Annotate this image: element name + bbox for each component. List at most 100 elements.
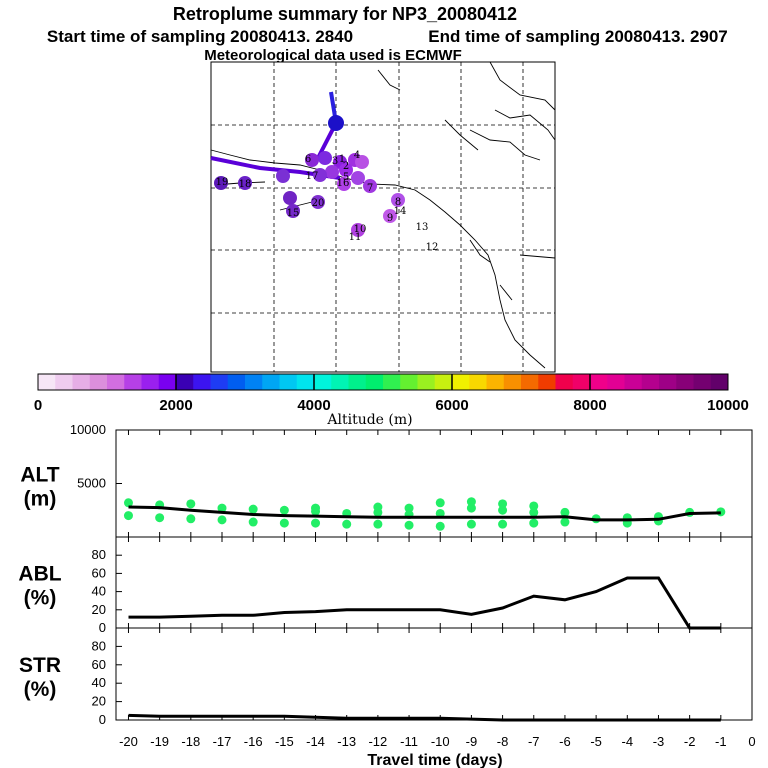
colorbar-cell (331, 374, 349, 390)
panel-label: ALT (20, 464, 59, 487)
y-tick-label: 80 (92, 547, 106, 562)
x-tick-label: -2 (684, 734, 696, 749)
y-tick-label: 10000 (70, 422, 106, 437)
x-tick-label: -13 (337, 734, 356, 749)
altitude-point (123, 511, 133, 521)
colorbar-cell (572, 374, 591, 390)
panel-unit: (%) (24, 587, 57, 610)
altitude-point (498, 505, 508, 515)
trajectory-day-label: 19 (216, 177, 229, 188)
colorbar-cell (245, 374, 263, 390)
colorbar-cell (469, 374, 487, 390)
altitude-point (466, 503, 476, 513)
x-tick-label: -18 (181, 734, 200, 749)
altitude-colorbar: 0 2000 4000 6000 8000 10000 Altitude (m) (34, 373, 749, 428)
altitude-point (560, 507, 570, 517)
altitude-point (498, 519, 508, 529)
map-frame (210, 61, 556, 373)
colorbar-cell (590, 374, 608, 390)
altitude-point (186, 514, 196, 524)
time-series-panels: 100005000ALT(m)806040200ABL(%)806040200S… (18, 422, 755, 768)
colorbar-tick-label: 10000 (707, 397, 749, 414)
y-tick-label: 20 (92, 694, 106, 709)
x-tick-label: -7 (528, 734, 540, 749)
altitude-point (529, 518, 539, 528)
colorbar-tick-label: 8000 (573, 397, 606, 414)
altitude-point (311, 506, 321, 516)
colorbar-cell (452, 374, 470, 390)
trajectory-point (325, 165, 339, 179)
trajectory-day-label: 14 (394, 206, 407, 217)
str-line (128, 713, 721, 722)
panel-frame (115, 627, 753, 721)
trajectory-day-label: 16 (337, 178, 350, 189)
altitude-point (435, 521, 445, 531)
colorbar-cell (400, 374, 418, 390)
trajectory-point (363, 179, 377, 193)
y-tick-label: 20 (92, 602, 106, 617)
altitude-point (404, 503, 414, 513)
x-tick-label: -4 (622, 734, 634, 749)
altitude-point (435, 498, 445, 508)
colorbar-cell (624, 374, 643, 390)
y-tick-label: 60 (92, 657, 106, 672)
altitude-point (342, 519, 352, 529)
colorbar-cell (434, 374, 453, 390)
colorbar-cell (383, 374, 401, 390)
colorbar-cell (141, 374, 160, 390)
trajectory-day-label: 13 (416, 222, 429, 233)
map-graticule (211, 62, 555, 372)
panel-unit: (m) (24, 488, 57, 511)
altitude-point (217, 515, 227, 525)
trajectory-day-label: 17 (306, 171, 319, 182)
x-tick-label: -12 (368, 734, 387, 749)
panel-str: 80 60 40 20 0 STR(%) (19, 627, 753, 727)
x-tick-label: -10 (431, 734, 450, 749)
colorbar-cell (55, 374, 73, 390)
x-tick-label: -6 (559, 734, 571, 749)
panel-unit: (%) (24, 678, 57, 701)
y-tick-label: 0 (99, 712, 106, 727)
trajectory-point (313, 168, 327, 182)
trajectory-day-label: 20 (312, 198, 325, 209)
colorbar-cell (158, 374, 177, 390)
trajectory-day-label: 11 (349, 232, 362, 243)
trajectory-point (311, 195, 325, 209)
x-tick-label: -19 (150, 734, 169, 749)
colorbar-cell (314, 374, 332, 390)
altitude-point (373, 519, 383, 529)
y-tick-label: 40 (92, 675, 106, 690)
altitude-point (560, 517, 570, 527)
trajectory-day-label: 10 (354, 224, 367, 235)
altitude-point (498, 499, 508, 509)
altitude-point (529, 501, 539, 511)
y-tick-label: 5000 (77, 476, 106, 491)
colorbar-cell (38, 374, 56, 390)
altitude-point (311, 518, 321, 528)
trajectory-day-label: 9 (387, 213, 393, 224)
colorbar-tick-label: 0 (34, 397, 42, 414)
trajectory-day-label: 3 (332, 156, 338, 167)
altitude-point (466, 497, 476, 507)
start-time-text: Start time of sampling 20080413. 2840 (47, 27, 353, 46)
x-tick-label: -11 (400, 734, 418, 749)
colorbar-cell (503, 374, 522, 390)
trajectory-day-label: 18 (239, 179, 252, 190)
colorbar-cell (521, 374, 539, 390)
trajectory-day-label: 2 (343, 161, 349, 172)
colorbar-frame (37, 373, 729, 391)
colorbar-tick-label: 4000 (297, 397, 330, 414)
colorbar-cell (676, 374, 694, 390)
trajectory-point (355, 155, 369, 169)
x-tick-label: -15 (275, 734, 294, 749)
trajectory-point (351, 171, 365, 185)
altitude-point (404, 520, 414, 530)
trajectory-point (283, 191, 297, 205)
trajectory-points (214, 115, 405, 237)
altitude-point (248, 517, 258, 527)
colorbar-cell (124, 374, 142, 390)
x-tick-label: -20 (119, 734, 138, 749)
altitude-point (373, 507, 383, 517)
colorbar-cell (555, 374, 574, 390)
